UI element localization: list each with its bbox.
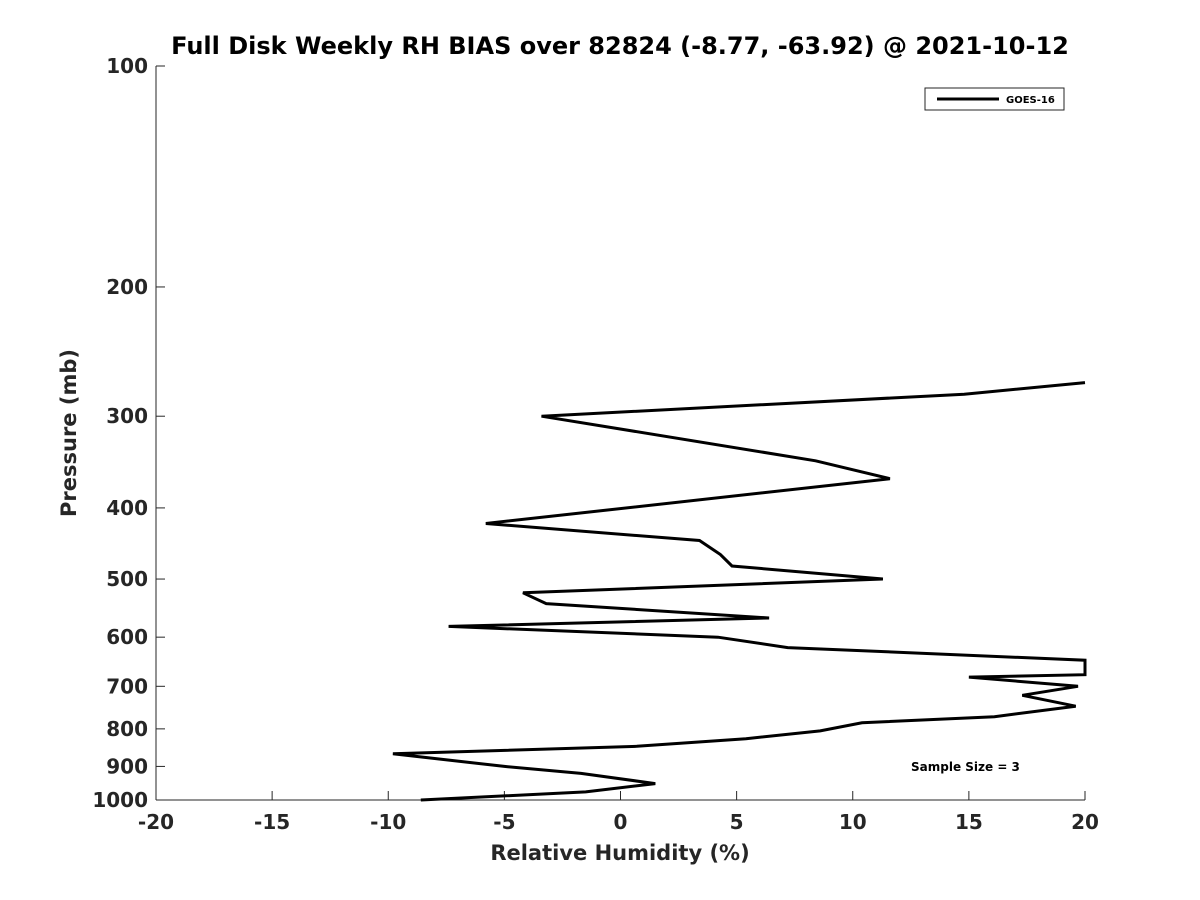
x-tick-label: 20 xyxy=(1071,810,1099,834)
x-tick-label: 5 xyxy=(730,810,744,834)
y-tick-label: 300 xyxy=(106,404,148,428)
sample-size-annotation: Sample Size = 3 xyxy=(911,760,1020,774)
y-tick-label: 900 xyxy=(106,754,148,778)
y-tick-label: 700 xyxy=(106,674,148,698)
y-tick-label: 600 xyxy=(106,625,148,649)
x-axis-label: Relative Humidity (%) xyxy=(490,841,749,865)
y-tick-label: 100 xyxy=(106,54,148,78)
y-tick-label: 200 xyxy=(106,275,148,299)
x-tick-label: 0 xyxy=(614,810,628,834)
x-tick-label: 15 xyxy=(955,810,983,834)
x-tick-label: -20 xyxy=(138,810,174,834)
x-tick-label: -15 xyxy=(254,810,290,834)
y-tick-label: 800 xyxy=(106,717,148,741)
y-axis-label: Pressure (mb) xyxy=(57,349,81,517)
x-tick-label: -5 xyxy=(493,810,515,834)
legend: GOES-16 xyxy=(924,87,1065,111)
series-line-goes16 xyxy=(392,381,1087,802)
plot-area xyxy=(155,66,1085,801)
legend-label-goes16: GOES-16 xyxy=(1006,95,1055,106)
y-tick-label: 400 xyxy=(106,496,148,520)
y-tick-label: 500 xyxy=(106,567,148,591)
plot-background xyxy=(156,66,1085,800)
series-layer xyxy=(392,381,1087,802)
x-tick-label: -10 xyxy=(370,810,406,834)
y-ticks: 100 200 300 400 500 600 700 800 900 1000 xyxy=(92,54,165,812)
x-ticks: -20 -15 -10 -5 0 5 10 15 20 xyxy=(138,791,1099,834)
x-tick-label: 10 xyxy=(839,810,867,834)
chart-title: Full Disk Weekly RH BIAS over 82824 (-8.… xyxy=(171,32,1069,60)
y-tick-label: 1000 xyxy=(92,788,148,812)
